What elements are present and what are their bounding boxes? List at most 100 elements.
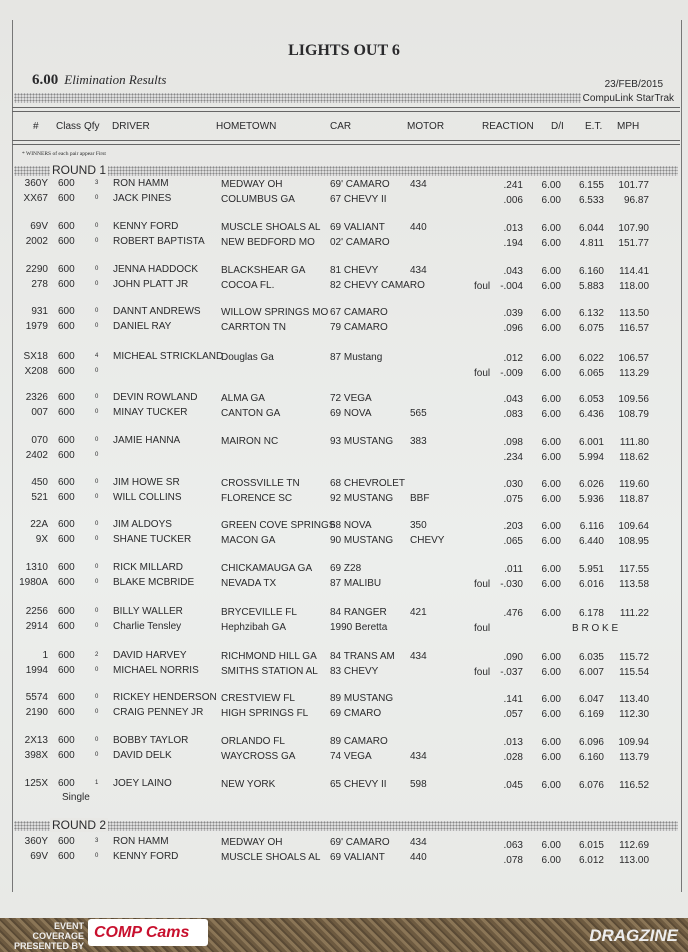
di-cell: 6.00 <box>541 238 561 249</box>
qfy-cell: 0 <box>95 281 99 287</box>
hometown-cell: MUSCLE SHOALS AL <box>221 222 321 233</box>
right-border <box>681 20 682 892</box>
qfy-cell: 0 <box>95 853 99 859</box>
mph-cell: 115.72 <box>619 652 649 663</box>
mph-cell: 116.57 <box>619 323 649 334</box>
qfy-cell: 0 <box>95 437 99 443</box>
car-cell: 90 MUSTANG <box>330 535 394 546</box>
car-cell: 69 VALIANT <box>330 222 385 233</box>
driver-cell: JOEY LAINO <box>113 778 172 789</box>
car-cell: 81 CHEVY <box>330 265 379 276</box>
num-cell: 278 <box>31 279 48 290</box>
mph-cell: 114.41 <box>619 266 649 277</box>
round-band <box>14 821 678 831</box>
num-cell: SX18 <box>23 351 48 362</box>
num-cell: XX67 <box>23 193 48 204</box>
round-band <box>14 166 678 176</box>
cls-cell: 600 <box>58 665 75 676</box>
column-header: DRIVER <box>112 121 150 132</box>
di-cell: 6.00 <box>541 409 561 420</box>
hometown-cell: MAIRON NC <box>221 436 279 447</box>
reaction-cell: .012 <box>503 353 523 364</box>
car-cell: 89 MUSTANG <box>330 693 394 704</box>
column-header: REACTION <box>482 121 534 132</box>
driver-cell: DANIEL RAY <box>113 321 172 332</box>
num-cell: 2290 <box>25 264 48 275</box>
reaction-cell: .476 <box>503 608 523 619</box>
cls-cell: 600 <box>58 221 75 232</box>
driver-cell: KENNY FORD <box>113 851 179 862</box>
driver-cell: SHANE TUCKER <box>113 534 192 545</box>
di-cell: 6.00 <box>541 564 561 575</box>
qfy-cell: 0 <box>95 479 99 485</box>
cls-cell: 600 <box>58 735 75 746</box>
num-cell: 69V <box>30 851 48 862</box>
et-cell: 6.015 <box>578 840 604 851</box>
subtitle-text: Elimination Results <box>64 72 167 87</box>
reaction-cell: .057 <box>503 709 523 720</box>
car-cell: 69 CMARO <box>330 708 382 719</box>
car-cell: 79 CAMARO <box>330 322 388 333</box>
column-header: HOMETOWN <box>216 121 277 132</box>
di-cell: 6.00 <box>541 195 561 206</box>
qfy-cell: 0 <box>95 223 99 229</box>
driver-cell: JENNA HADDOCK <box>113 264 199 275</box>
di-cell: 6.00 <box>541 855 561 866</box>
mph-cell: 108.79 <box>618 409 649 420</box>
divider <box>12 107 680 112</box>
car-cell: 69' CAMARO <box>330 837 390 848</box>
di-cell: 6.00 <box>541 579 561 590</box>
car-cell: 83 CHEVY <box>330 666 379 677</box>
di-cell: 6.00 <box>541 368 561 379</box>
hometown-cell: RICHMOND HILL GA <box>221 651 317 662</box>
motor-cell: BBF <box>410 493 430 504</box>
mph-cell: 113.40 <box>619 694 649 705</box>
reaction-cell: .098 <box>503 437 523 448</box>
reaction-cell: .203 <box>503 521 523 532</box>
round-label: ROUND 1 <box>50 163 109 177</box>
car-cell: 72 VEGA <box>330 393 372 404</box>
cls-cell: 600 <box>58 650 75 661</box>
car-cell: 69 VALIANT <box>330 852 385 863</box>
qfy-cell: 3 <box>95 180 99 186</box>
reaction-cell: .234 <box>503 452 523 463</box>
di-cell: 6.00 <box>541 281 561 292</box>
mph-cell: 107.90 <box>618 223 649 234</box>
qfy-cell: 4 <box>95 353 99 359</box>
et-cell: 6.047 <box>578 694 604 705</box>
column-header: D/I <box>551 121 564 132</box>
di-cell: 6.00 <box>541 536 561 547</box>
di-cell: 6.00 <box>541 608 561 619</box>
num-cell: 22A <box>30 519 48 530</box>
et-cell: 6.132 <box>578 308 604 319</box>
reaction-cell: .013 <box>503 737 523 748</box>
car-cell: 87 Mustang <box>330 352 383 363</box>
foul-cell: foul <box>474 579 491 590</box>
et-cell: 5.883 <box>578 281 604 292</box>
driver-cell: JIM HOWE SR <box>113 477 180 488</box>
car-cell: 68 CHEVROLET <box>330 478 406 489</box>
num-cell: 007 <box>31 407 48 418</box>
et-cell: 6.160 <box>578 266 604 277</box>
et-cell: 4.811 <box>579 238 604 249</box>
cls-cell: 600 <box>58 264 75 275</box>
reaction-cell: .063 <box>503 840 523 851</box>
mph-cell: 111.80 <box>619 437 649 448</box>
qfy-cell: 0 <box>95 308 99 314</box>
reaction-cell: .065 <box>503 536 523 547</box>
cls-cell: 600 <box>58 435 75 446</box>
driver-cell: BLAKE MCBRIDE <box>113 577 195 588</box>
mph-cell: 96.87 <box>623 195 649 206</box>
et-cell: 6.075 <box>578 323 604 334</box>
reaction-cell: .013 <box>503 223 523 234</box>
car-cell: 67 CAMARO <box>330 307 388 318</box>
status-cell: B R O K E <box>572 623 619 634</box>
qfy-cell: 0 <box>95 608 99 614</box>
car-cell: 89 CAMARO <box>330 736 388 747</box>
reaction-cell: .083 <box>503 409 523 420</box>
mph-cell: 113.50 <box>619 308 649 319</box>
mph-cell: 113.00 <box>619 855 649 866</box>
et-cell: 6.022 <box>578 353 604 364</box>
et-cell: 6.096 <box>578 737 604 748</box>
car-cell: 74 VEGA <box>330 751 372 762</box>
